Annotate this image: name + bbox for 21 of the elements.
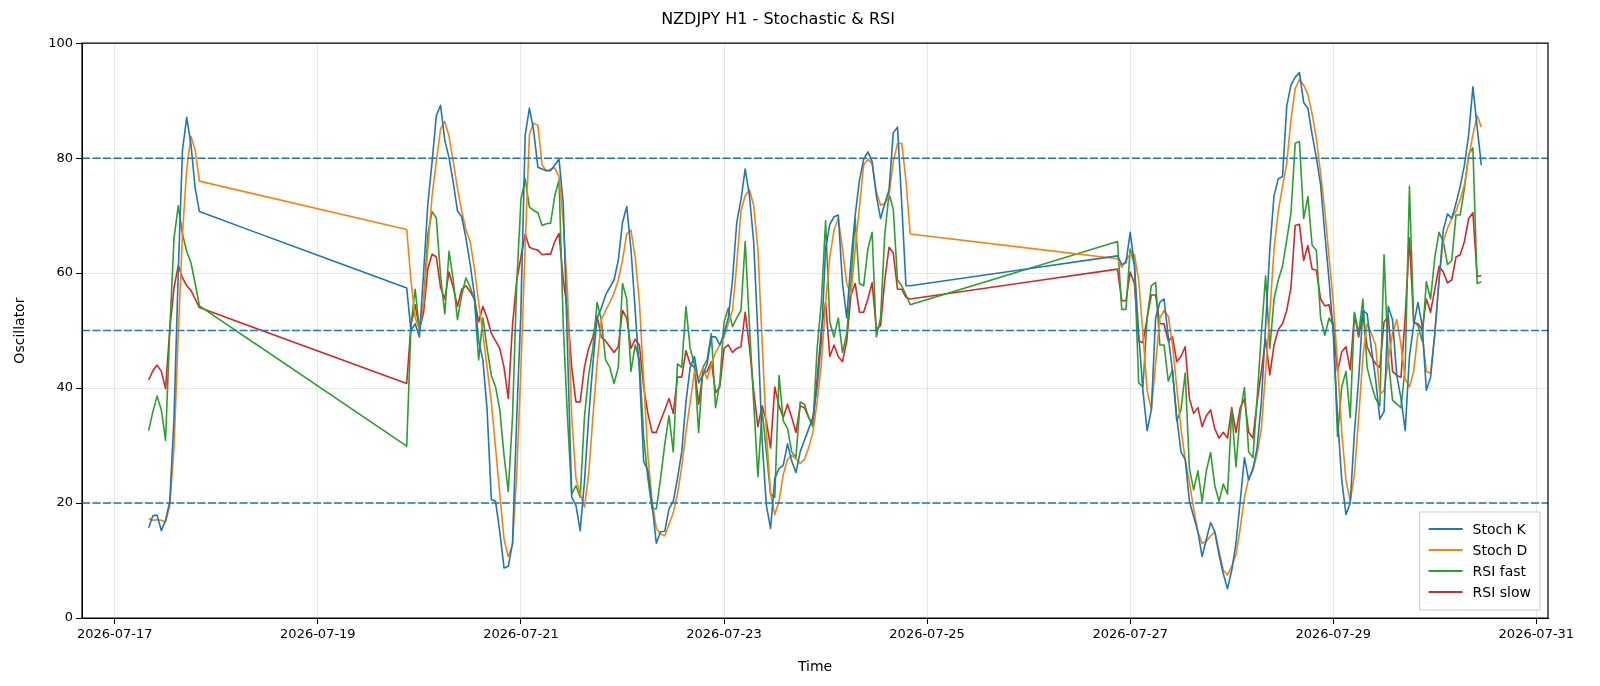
- y-axis-title: Oscillator: [11, 297, 28, 364]
- legend-label: RSI slow: [1472, 583, 1532, 600]
- x-tick-label: 2026-07-21: [483, 626, 559, 642]
- x-tick-label: 2026-07-23: [686, 626, 762, 642]
- y-tick-label: 0: [64, 609, 73, 625]
- x-tick-label: 2026-07-27: [1092, 626, 1168, 642]
- x-tick-label: 2026-07-31: [1498, 626, 1575, 642]
- y-tick-label: 60: [56, 264, 73, 280]
- x-tick-label: 2026-07-19: [280, 626, 356, 642]
- y-tick-label: 80: [56, 149, 73, 165]
- legend-label: Stoch D: [1472, 541, 1528, 558]
- x-tick-label: 2026-07-17: [77, 626, 153, 642]
- y-tick-label: 20: [56, 494, 73, 510]
- chart-title: NZDJPY H1 - Stochastic & RSI: [661, 8, 895, 28]
- legend-label: Stoch K: [1472, 520, 1527, 537]
- x-tick-label: 2026-07-25: [889, 626, 965, 642]
- y-tick-label: 100: [48, 34, 73, 50]
- x-axis-title: Time: [796, 658, 833, 675]
- legend-label: RSI fast: [1472, 562, 1527, 579]
- y-tick-label: 40: [56, 379, 73, 395]
- x-tick-label: 2026-07-29: [1295, 626, 1372, 642]
